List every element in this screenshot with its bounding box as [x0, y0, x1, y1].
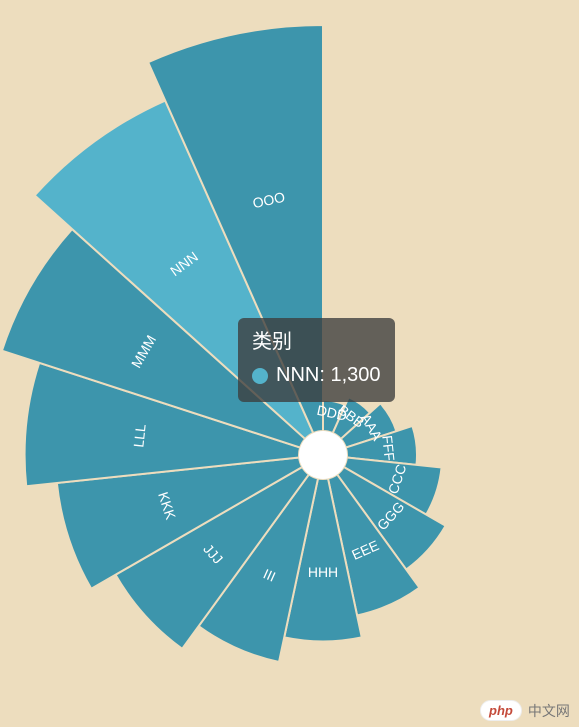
rose-chart: DDDBBBAAAFFFCCCGGGEEEHHHIIIJJJKKKLLLMMMN… — [0, 0, 579, 727]
center-hole — [299, 431, 347, 479]
slice-label: FFF — [379, 435, 398, 462]
slice-label: LLL — [130, 423, 148, 448]
slice-label: HHH — [308, 564, 338, 580]
watermark: php 中文网 — [480, 700, 570, 721]
watermark-badge: php — [480, 700, 522, 721]
watermark-text: 中文网 — [528, 701, 570, 721]
